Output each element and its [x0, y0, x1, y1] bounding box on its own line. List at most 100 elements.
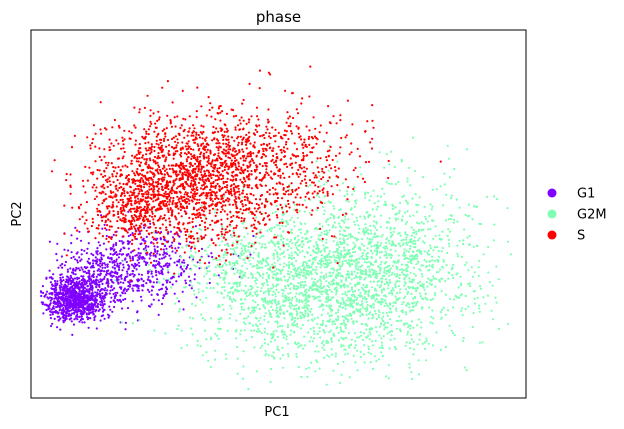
scatter-point [336, 326, 339, 329]
scatter-point [137, 289, 140, 292]
scatter-point [242, 119, 245, 122]
scatter-point [105, 234, 108, 238]
scatter-point [368, 331, 371, 334]
scatter-point [212, 258, 215, 261]
scatter-point [411, 254, 414, 257]
scatter-point [373, 309, 376, 313]
scatter-point [88, 303, 91, 306]
scatter-point [193, 293, 196, 296]
scatter-point [287, 245, 290, 248]
scatter-point [240, 116, 243, 119]
scatter-point [275, 306, 278, 309]
scatter-point [244, 143, 248, 146]
scatter-point [150, 143, 153, 146]
scatter-point [252, 234, 255, 238]
scatter-point [421, 342, 424, 345]
scatter-point [430, 208, 433, 211]
scatter-point [471, 325, 474, 329]
scatter-point [413, 258, 416, 261]
scatter-point [51, 313, 55, 316]
scatter-point [415, 253, 418, 256]
scatter-point [77, 306, 80, 309]
scatter-point [388, 347, 391, 350]
scatter-point [330, 337, 333, 340]
scatter-point [442, 258, 445, 261]
scatter-point [113, 305, 116, 309]
scatter-point [301, 292, 304, 295]
scatter-point [293, 285, 296, 288]
scatter-point [190, 284, 194, 287]
scatter-point [326, 340, 329, 343]
scatter-point [302, 261, 305, 264]
scatter-point [267, 291, 270, 294]
scatter-point [414, 274, 417, 277]
scatter-point [335, 286, 338, 289]
scatter-point [413, 348, 416, 351]
scatter-point [193, 127, 196, 130]
scatter-point [262, 291, 265, 294]
scatter-point [94, 256, 97, 259]
scatter-point [326, 264, 329, 267]
scatter-point [355, 320, 358, 323]
scatter-point [239, 274, 242, 277]
scatter-point [363, 258, 366, 261]
scatter-point [70, 146, 74, 149]
scatter-point [131, 300, 134, 303]
scatter-point [250, 288, 253, 291]
scatter-point [448, 245, 451, 248]
scatter-point [78, 315, 81, 318]
scatter-point [288, 273, 291, 276]
scatter-point [288, 276, 291, 279]
scatter-point [104, 293, 107, 296]
scatter-point [418, 237, 421, 240]
scatter-point [185, 267, 188, 270]
scatter-point [408, 306, 411, 309]
scatter-point [443, 172, 446, 175]
scatter-point [299, 291, 302, 294]
scatter-point [271, 293, 274, 297]
scatter-point [143, 226, 146, 229]
scatter-point [397, 319, 400, 323]
scatter-point [76, 276, 79, 279]
scatter-point [78, 280, 81, 283]
scatter-point [155, 274, 158, 277]
scatter-point [282, 230, 285, 233]
scatter-point [91, 284, 94, 288]
scatter-point [287, 296, 290, 299]
scatter-point [281, 333, 284, 336]
scatter-point [224, 262, 227, 265]
scatter-point [168, 264, 171, 267]
scatter-point [164, 135, 167, 138]
scatter-point [413, 301, 416, 304]
scatter-point [92, 273, 95, 276]
scatter-point [301, 245, 304, 248]
scatter-point [276, 335, 279, 338]
scatter-point [88, 261, 91, 265]
scatter-point [322, 176, 325, 179]
scatter-point [414, 296, 417, 299]
scatter-point [253, 346, 256, 349]
scatter-point [320, 231, 323, 234]
scatter-point [158, 257, 161, 261]
scatter-point [365, 285, 368, 288]
scatter-point [122, 281, 125, 284]
series-s-points [50, 65, 442, 282]
scatter-point [111, 266, 114, 269]
scatter-point [190, 268, 193, 271]
scatter-point [325, 280, 328, 283]
scatter-point [305, 367, 308, 370]
scatter-point [412, 242, 415, 245]
scatter-point [233, 249, 236, 253]
scatter-point [225, 357, 228, 360]
scatter-point [332, 278, 335, 281]
scatter-point [112, 243, 115, 246]
scatter-point [331, 226, 334, 229]
scatter-point [286, 342, 289, 345]
scatter-point [140, 299, 143, 302]
scatter-point [281, 295, 284, 298]
scatter-point [289, 333, 292, 336]
scatter-point [90, 295, 93, 299]
scatter-point [266, 332, 269, 335]
scatter-point [390, 334, 393, 337]
scatter-point [407, 325, 410, 329]
